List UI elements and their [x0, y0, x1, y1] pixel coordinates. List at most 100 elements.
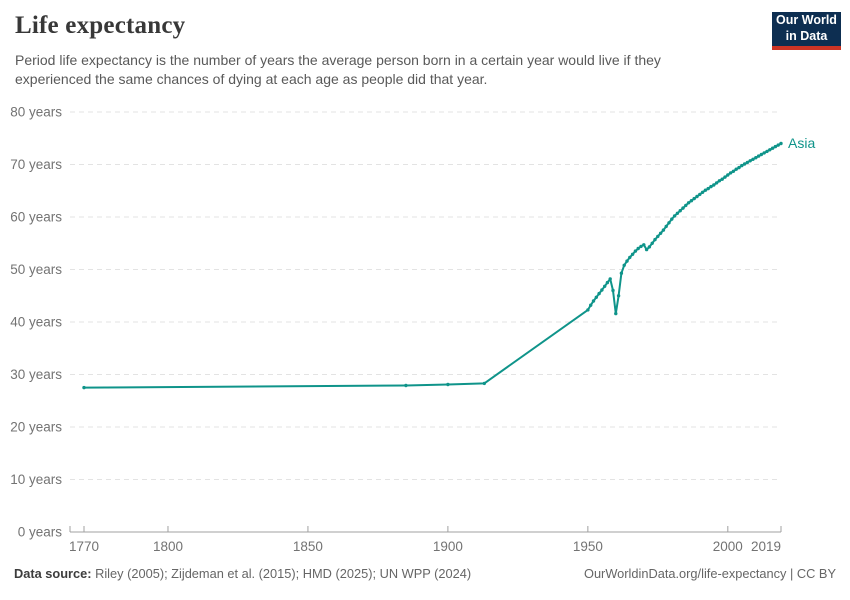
data-point-marker[interactable] [586, 308, 590, 312]
data-point-marker[interactable] [658, 231, 663, 235]
data-point-marker[interactable] [589, 303, 593, 307]
y-axis-tick-label: 0 years [18, 525, 63, 540]
data-point-marker[interactable] [728, 171, 733, 175]
data-point-marker[interactable] [672, 214, 677, 218]
data-point-marker[interactable] [644, 247, 649, 252]
asia-line-series[interactable] [83, 142, 782, 389]
data-point-marker[interactable] [404, 383, 408, 388]
x-axis-tick-label: 1900 [433, 539, 463, 554]
logo-line-1: Our World [776, 13, 837, 28]
y-axis-tick-label: 30 years [10, 367, 62, 382]
data-point-marker[interactable] [717, 179, 722, 183]
data-point-marker[interactable] [661, 228, 666, 232]
owid-logo[interactable]: Our World in Data [772, 12, 841, 50]
data-point-marker[interactable] [670, 217, 674, 221]
data-point-marker[interactable] [653, 237, 657, 242]
data-point-marker[interactable] [681, 206, 685, 210]
data-point-marker[interactable] [619, 271, 624, 275]
data-point-marker[interactable] [633, 249, 638, 253]
data-point-marker[interactable] [446, 382, 450, 387]
series-label-asia[interactable]: Asia [788, 135, 815, 151]
y-axis-tick-label: 20 years [10, 420, 62, 435]
data-point-marker[interactable] [740, 163, 744, 168]
data-point-marker[interactable] [616, 294, 621, 298]
x-axis-tick-label: 2000 [713, 539, 743, 554]
y-axis-tick-label: 50 years [10, 262, 62, 277]
data-point-marker[interactable] [639, 244, 643, 249]
chart-title: Life expectancy [15, 12, 186, 39]
data-point-marker[interactable] [611, 288, 615, 293]
y-axis-tick-label: 10 years [10, 472, 62, 487]
data-point-marker[interactable] [751, 157, 755, 161]
data-point-marker[interactable] [625, 259, 629, 263]
y-axis-tick-label: 70 years [10, 157, 62, 172]
data-point-marker[interactable] [776, 143, 780, 147]
x-axis-tick-label: 2019 [751, 539, 781, 554]
data-point-marker[interactable] [591, 299, 596, 303]
canonical-url[interactable]: OurWorldinData.org/life-expectancy | CC … [583, 566, 836, 581]
data-point-marker[interactable] [726, 173, 730, 177]
data-point-marker[interactable] [647, 245, 652, 249]
logo-line-2: in Data [785, 29, 828, 43]
data-point-marker[interactable] [628, 255, 632, 260]
data-point-marker[interactable] [678, 209, 682, 213]
data-point-marker[interactable] [700, 190, 705, 194]
data-point-marker[interactable] [664, 224, 668, 229]
y-axis-tick-label: 60 years [10, 210, 62, 225]
data-point-marker[interactable] [656, 234, 660, 239]
data-point-marker[interactable] [692, 196, 696, 201]
data-point-marker[interactable] [684, 203, 688, 208]
data-point-marker[interactable] [745, 160, 750, 165]
data-point-marker[interactable] [675, 211, 680, 215]
data-source-label: Data source: [14, 566, 92, 581]
data-point-marker[interactable] [630, 252, 635, 256]
x-axis-tick-label: 1770 [69, 539, 99, 554]
data-point-marker[interactable] [768, 148, 772, 152]
data-point-marker[interactable] [482, 381, 486, 386]
data-point-marker[interactable] [597, 291, 601, 296]
data-point-marker[interactable] [642, 243, 646, 247]
data-point-marker[interactable] [600, 288, 604, 292]
data-point-marker[interactable] [734, 167, 738, 171]
data-point-marker[interactable] [706, 186, 710, 191]
data-point-marker[interactable] [695, 194, 699, 199]
data-point-marker[interactable] [594, 295, 598, 299]
data-point-marker[interactable] [650, 241, 654, 245]
data-point-marker[interactable] [698, 192, 702, 197]
y-axis-tick-label: 80 years [10, 105, 62, 120]
data-point-marker[interactable] [748, 159, 752, 163]
data-point-marker[interactable] [742, 162, 747, 166]
data-point-marker[interactable] [636, 246, 640, 251]
data-point-marker[interactable] [759, 152, 764, 157]
data-point-marker[interactable] [603, 284, 607, 288]
data-source-list: Riley (2005); Zijdeman et al. (2015); HM… [91, 566, 472, 581]
data-point-marker[interactable] [756, 154, 761, 158]
data-point-marker[interactable] [779, 141, 783, 146]
x-axis-tick-label: 1850 [293, 539, 323, 554]
data-point-marker[interactable] [765, 149, 769, 154]
data-point-marker[interactable] [622, 263, 626, 267]
data-point-marker[interactable] [773, 144, 778, 149]
data-point-marker[interactable] [667, 221, 671, 225]
data-point-marker[interactable] [712, 183, 716, 187]
data-point-marker[interactable] [762, 151, 766, 155]
data-point-marker[interactable] [686, 201, 691, 205]
chart-subtitle: Period life expectancy is the number of … [15, 52, 661, 88]
data-point-marker[interactable] [689, 199, 694, 203]
data-point-marker[interactable] [714, 181, 719, 185]
data-point-marker[interactable] [754, 156, 758, 160]
y-axis-tick-label: 40 years [10, 315, 62, 330]
data-point-marker[interactable] [703, 188, 708, 192]
data-point-marker[interactable] [731, 169, 736, 173]
data-point-marker[interactable] [605, 280, 610, 285]
data-point-marker[interactable] [723, 175, 727, 179]
data-point-marker[interactable] [737, 165, 741, 170]
data-point-marker[interactable] [82, 385, 86, 390]
x-axis-tick-label: 1800 [153, 539, 183, 554]
data-point-marker[interactable] [614, 311, 618, 316]
data-point-marker[interactable] [770, 146, 775, 150]
data-point-marker[interactable] [608, 277, 612, 281]
data-point-marker[interactable] [720, 177, 724, 181]
data-point-marker[interactable] [709, 184, 713, 189]
